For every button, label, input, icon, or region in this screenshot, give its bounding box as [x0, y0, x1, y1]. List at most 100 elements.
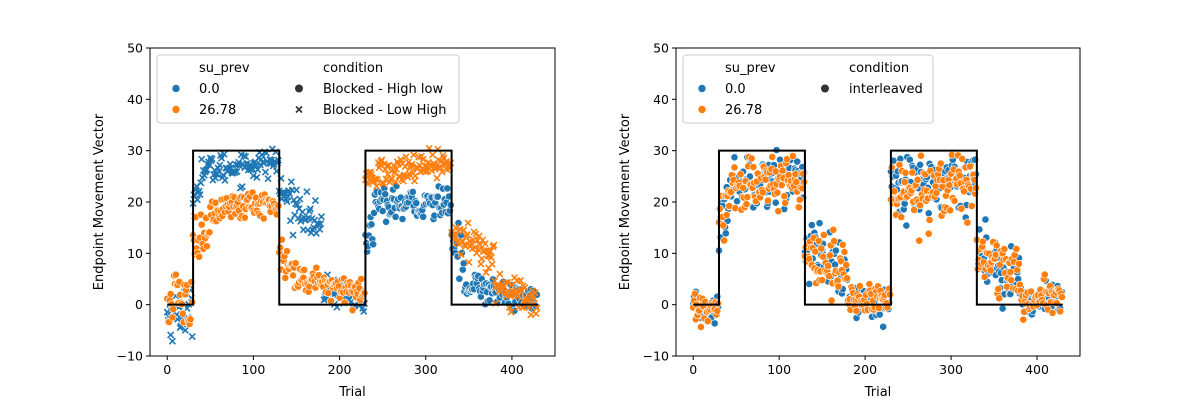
y-tick-label: −10 — [643, 349, 669, 364]
data-point-x — [196, 191, 204, 199]
y-tick-label: 10 — [653, 246, 669, 261]
data-point — [777, 181, 786, 190]
data-point-x — [521, 283, 529, 292]
data-point-x — [188, 332, 196, 341]
data-point — [963, 218, 972, 227]
data-point — [978, 237, 987, 246]
data-point — [960, 187, 968, 196]
data-point — [825, 251, 834, 260]
data-point — [856, 282, 864, 290]
data-point-x — [253, 173, 261, 181]
data-point-x — [429, 151, 437, 159]
data-point — [768, 153, 777, 161]
data-point — [981, 215, 990, 224]
data-point — [381, 190, 390, 199]
data-point-x — [476, 241, 484, 249]
data-point — [811, 247, 820, 256]
data-point-x — [457, 250, 465, 259]
data-point — [967, 202, 976, 210]
x-tick-label: 300 — [414, 362, 438, 377]
y-tick-label: 50 — [127, 41, 143, 56]
data-point — [879, 322, 888, 331]
data-point-x — [531, 289, 539, 297]
data-point-x — [220, 150, 228, 158]
data-point — [412, 199, 421, 208]
data-point — [1040, 270, 1049, 279]
data-point — [900, 178, 909, 186]
data-point — [955, 171, 964, 180]
data-point — [998, 304, 1007, 313]
data-point — [719, 221, 728, 230]
data-point — [840, 248, 849, 256]
data-point-x — [482, 268, 490, 277]
legend-marker — [295, 84, 303, 93]
x-tick-label: 400 — [500, 362, 524, 377]
data-point — [950, 196, 959, 205]
data-point — [178, 309, 187, 318]
data-point — [327, 296, 335, 305]
data-point — [815, 219, 824, 228]
legend-label: 26.78 — [199, 103, 236, 118]
x-tick-label: 200 — [328, 362, 352, 377]
data-point-x — [317, 213, 326, 221]
data-point — [910, 206, 919, 214]
data-point-x — [471, 243, 479, 252]
data-point-x — [293, 201, 301, 209]
data-point — [455, 274, 464, 283]
data-point — [945, 181, 954, 190]
data-point-x — [303, 188, 311, 196]
y-tick-label: 50 — [653, 41, 669, 56]
data-point — [169, 305, 178, 314]
data-point-x — [203, 166, 211, 174]
data-point-x — [504, 278, 512, 286]
data-point — [771, 198, 780, 207]
data-point — [283, 247, 291, 256]
data-point — [916, 160, 925, 169]
data-point-x — [378, 156, 386, 164]
y-tick-label: 10 — [127, 246, 143, 261]
legend-marker — [295, 105, 303, 114]
data-point — [901, 168, 910, 177]
data-point-x — [298, 208, 307, 216]
data-point-x — [306, 205, 314, 213]
data-point-x — [481, 240, 489, 248]
data-point — [195, 252, 204, 261]
data-point-x — [478, 255, 486, 263]
data-point-x — [508, 281, 516, 289]
x-tick-label: 300 — [939, 362, 963, 377]
data-point — [197, 220, 206, 229]
data-point-x — [261, 168, 270, 176]
data-point-x — [181, 326, 189, 334]
y-tick-label: 40 — [653, 92, 669, 107]
data-point-x — [236, 162, 244, 170]
data-point-x — [216, 161, 224, 169]
data-point — [831, 246, 840, 255]
data-point-x — [472, 230, 480, 238]
legend-style-title: condition — [323, 61, 383, 76]
data-point — [924, 209, 933, 218]
data-point — [691, 289, 699, 298]
data-point-x — [486, 247, 494, 256]
data-point — [357, 275, 366, 283]
legend-label: interleaved — [849, 82, 923, 97]
data-point — [842, 261, 851, 269]
data-point — [902, 221, 911, 230]
data-point — [932, 189, 941, 197]
data-point-x — [373, 182, 381, 190]
data-point-x — [474, 246, 482, 254]
data-point — [419, 212, 428, 221]
data-point — [915, 236, 924, 245]
data-point — [211, 198, 220, 207]
data-point — [778, 166, 787, 175]
data-point — [761, 175, 770, 184]
data-point-x — [292, 186, 301, 194]
legend-box — [156, 54, 460, 124]
data-point-x — [488, 260, 496, 268]
data-point — [459, 259, 468, 268]
data-point — [958, 154, 967, 163]
data-point — [758, 188, 767, 197]
data-point — [792, 178, 801, 186]
target-line — [167, 149, 538, 306]
data-point — [764, 196, 772, 205]
